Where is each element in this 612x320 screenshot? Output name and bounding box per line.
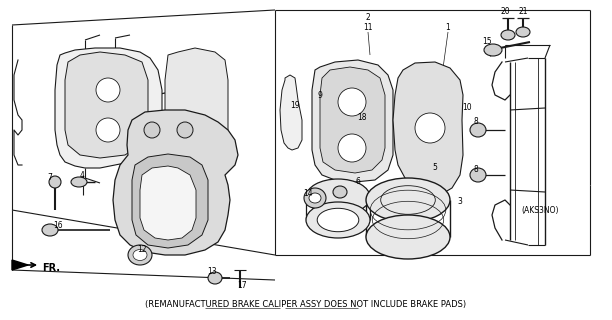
Ellipse shape: [333, 186, 347, 198]
Ellipse shape: [338, 88, 366, 116]
Polygon shape: [165, 48, 228, 167]
Text: (REMANUFACTURED BRAKE CALIPER ASSY DOES NOT INCLUDE BRAKE PADS): (REMANUFACTURED BRAKE CALIPER ASSY DOES …: [146, 300, 466, 308]
Ellipse shape: [128, 245, 152, 265]
Text: (AKS3NO): (AKS3NO): [521, 205, 559, 214]
Ellipse shape: [366, 178, 450, 222]
Text: 16: 16: [53, 220, 63, 229]
Text: 6: 6: [356, 177, 360, 186]
Ellipse shape: [49, 176, 61, 188]
Ellipse shape: [304, 188, 326, 208]
Ellipse shape: [309, 193, 321, 203]
Polygon shape: [55, 48, 162, 168]
Text: 21: 21: [518, 7, 528, 17]
Ellipse shape: [516, 27, 530, 37]
Ellipse shape: [96, 118, 120, 142]
Text: 14: 14: [303, 188, 313, 197]
Ellipse shape: [177, 122, 193, 138]
Ellipse shape: [71, 177, 87, 187]
Text: 20: 20: [500, 7, 510, 17]
Text: 11: 11: [364, 23, 373, 33]
Text: 10: 10: [462, 103, 472, 113]
Polygon shape: [113, 110, 238, 255]
Ellipse shape: [470, 168, 486, 182]
Ellipse shape: [470, 123, 486, 137]
Ellipse shape: [317, 208, 359, 232]
Text: 8: 8: [474, 117, 479, 126]
Text: 15: 15: [482, 37, 492, 46]
Ellipse shape: [306, 202, 370, 238]
Ellipse shape: [306, 179, 370, 215]
Polygon shape: [312, 60, 393, 182]
Ellipse shape: [96, 78, 120, 102]
Ellipse shape: [144, 122, 160, 138]
Ellipse shape: [338, 134, 366, 162]
Text: 17: 17: [237, 281, 247, 290]
Ellipse shape: [366, 215, 450, 259]
Ellipse shape: [208, 272, 222, 284]
Text: 18: 18: [357, 114, 367, 123]
Text: 13: 13: [207, 268, 217, 276]
Ellipse shape: [415, 113, 445, 143]
Polygon shape: [320, 67, 385, 173]
Polygon shape: [393, 62, 463, 195]
Text: 5: 5: [433, 164, 438, 172]
Text: 4: 4: [80, 171, 84, 180]
Polygon shape: [65, 52, 148, 158]
Text: 2: 2: [365, 13, 370, 22]
Ellipse shape: [484, 44, 502, 56]
Ellipse shape: [133, 250, 147, 260]
Text: 3: 3: [458, 197, 463, 206]
Text: 9: 9: [318, 91, 323, 100]
Polygon shape: [140, 166, 196, 240]
Polygon shape: [280, 75, 302, 150]
Ellipse shape: [501, 30, 515, 40]
Text: 7: 7: [48, 173, 53, 182]
Polygon shape: [132, 154, 208, 248]
Text: 19: 19: [290, 100, 300, 109]
Text: 8: 8: [474, 165, 479, 174]
Polygon shape: [12, 260, 28, 270]
Text: FR.: FR.: [42, 263, 60, 273]
Ellipse shape: [42, 224, 58, 236]
Text: 1: 1: [446, 23, 450, 33]
Text: 12: 12: [137, 245, 147, 254]
